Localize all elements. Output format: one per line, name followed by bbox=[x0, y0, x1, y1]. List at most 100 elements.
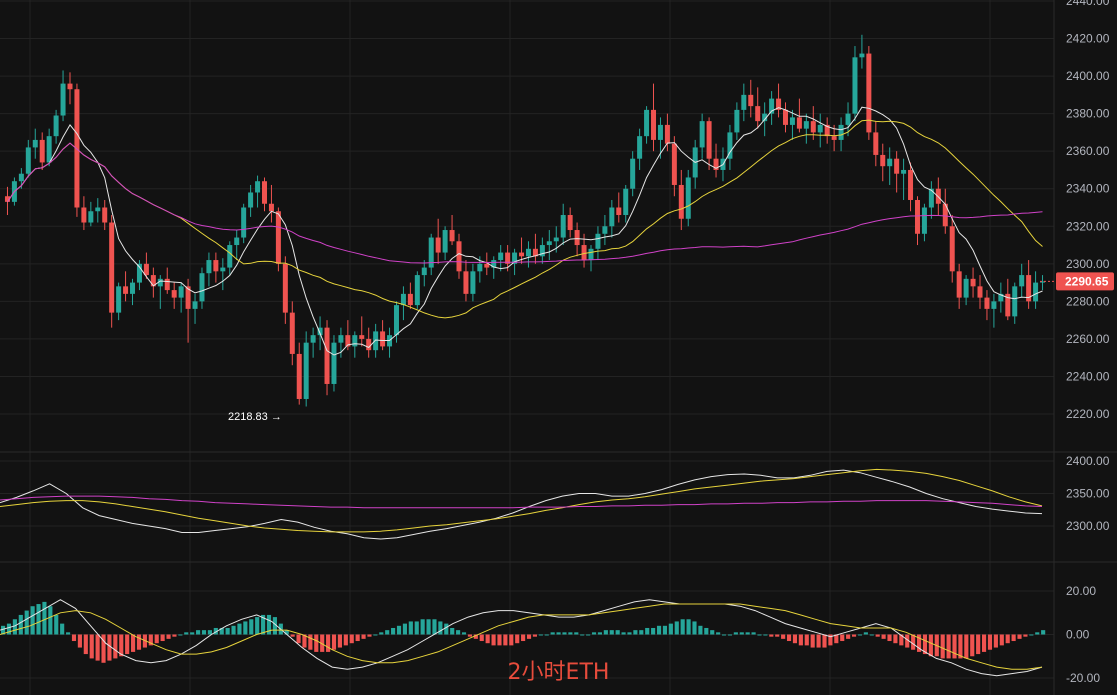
watermark-label: 2小时ETH bbox=[507, 660, 610, 685]
macd-bar-60 bbox=[355, 634, 360, 642]
candle-body-69 bbox=[484, 263, 490, 268]
macd-bar-162 bbox=[958, 634, 963, 659]
candle-body-81 bbox=[567, 215, 573, 231]
candle-body-3 bbox=[25, 147, 31, 174]
macd-bar-84 bbox=[497, 634, 502, 646]
macd-bar-68 bbox=[402, 623, 407, 635]
candle-body-20 bbox=[143, 263, 149, 276]
candle-body-141 bbox=[984, 297, 990, 309]
macd-bar-52 bbox=[308, 634, 313, 650]
current-price-label: 2290.65 bbox=[1065, 274, 1109, 288]
macd-bar-133 bbox=[786, 634, 792, 642]
macd-bar-63 bbox=[373, 634, 378, 636]
macd-bar-109 bbox=[645, 627, 650, 635]
price-tick-label-11: 2220.00 bbox=[1066, 407, 1110, 421]
macd-bar-95 bbox=[562, 632, 567, 635]
macd-bar-54 bbox=[320, 634, 325, 652]
macd-bar-59 bbox=[349, 634, 354, 644]
macd-bar-49 bbox=[290, 634, 295, 637]
candle-body-111 bbox=[776, 98, 782, 110]
candle-body-9 bbox=[67, 83, 73, 90]
macd-bar-51 bbox=[302, 634, 307, 648]
candle-body-110 bbox=[769, 98, 775, 114]
ma-panel-line-2 bbox=[0, 495, 1043, 509]
candle-body-64 bbox=[449, 230, 455, 242]
candle-body-5 bbox=[39, 139, 45, 163]
candle-body-100 bbox=[699, 121, 705, 148]
price-tick-label-8: 2280.00 bbox=[1066, 294, 1110, 308]
candle-body-127 bbox=[887, 158, 893, 167]
candle-body-7 bbox=[53, 115, 59, 137]
macd-panel bbox=[0, 599, 1046, 677]
macd-bar-10 bbox=[60, 623, 65, 635]
candle-body-139 bbox=[970, 278, 976, 287]
candle-body-93 bbox=[651, 109, 657, 140]
candle-body-19 bbox=[136, 263, 142, 283]
macd-bar-33 bbox=[196, 630, 201, 635]
candle-body-144 bbox=[1005, 293, 1011, 317]
current-price-badge bbox=[1056, 272, 1114, 291]
macd-bar-5 bbox=[30, 606, 35, 635]
candle-body-33 bbox=[234, 237, 240, 246]
candle-body-77 bbox=[539, 245, 545, 257]
candle-body-43 bbox=[303, 342, 309, 399]
macd-bar-137 bbox=[810, 634, 815, 648]
candle-body-123 bbox=[859, 53, 865, 58]
candle-body-104 bbox=[727, 132, 733, 159]
low-price-label: 2218.83 → bbox=[228, 411, 282, 423]
macd-bar-27 bbox=[160, 634, 165, 642]
candle-body-125 bbox=[873, 132, 879, 155]
candle-body-124 bbox=[866, 53, 872, 133]
macd-bar-110 bbox=[651, 627, 656, 635]
candle-body-106 bbox=[741, 94, 747, 110]
macd-bar-128 bbox=[757, 634, 762, 636]
macd-bar-65 bbox=[385, 630, 390, 635]
macd-bar-114 bbox=[674, 621, 679, 635]
annotations: 2290.65 2218.83 → bbox=[228, 272, 1114, 423]
macd-bar-91 bbox=[538, 634, 543, 636]
macd-bar-4 bbox=[24, 610, 29, 635]
candle-body-10 bbox=[74, 89, 80, 208]
candle-body-47 bbox=[331, 342, 337, 384]
macd-bar-6 bbox=[36, 604, 41, 635]
candle-body-26 bbox=[185, 286, 191, 309]
macd-bar-129 bbox=[763, 634, 768, 636]
macd-bar-58 bbox=[343, 634, 348, 646]
macd-bar-88 bbox=[521, 634, 526, 642]
macd-bar-9 bbox=[54, 614, 59, 635]
macd-bar-90 bbox=[532, 634, 538, 637]
macd-bar-85 bbox=[503, 634, 508, 646]
macd-bar-108 bbox=[639, 630, 644, 635]
price-axis[interactable]: 2440.00 2420.00 2400.00 2380.00 2360.00 2340.… bbox=[1066, 0, 1110, 685]
candle-body-37 bbox=[261, 181, 268, 204]
price-moving-averages bbox=[7, 106, 1043, 356]
candle-body-28 bbox=[199, 273, 205, 302]
macd-bar-29 bbox=[172, 634, 177, 637]
candle-body-121 bbox=[845, 113, 851, 125]
macd-bar-3 bbox=[18, 614, 23, 635]
macd-bar-113 bbox=[668, 623, 673, 635]
candle-body-122 bbox=[852, 57, 858, 114]
macd-bar-100 bbox=[591, 632, 597, 635]
price-tick-label-9: 2260.00 bbox=[1066, 332, 1110, 346]
candle-body-22 bbox=[157, 278, 163, 287]
macd-bar-81 bbox=[479, 634, 484, 642]
macd-bar-75 bbox=[444, 623, 449, 635]
macd-bar-127 bbox=[751, 632, 756, 635]
candle-body-129 bbox=[901, 169, 907, 174]
macd-bar-121 bbox=[716, 632, 721, 635]
macd-bar-138 bbox=[816, 634, 821, 648]
price-tick-label-4: 2360.00 bbox=[1066, 144, 1110, 158]
candle-body-133 bbox=[928, 188, 934, 208]
candle-body-48 bbox=[338, 335, 344, 343]
macd-bar-69 bbox=[408, 621, 413, 635]
macd-bar-26 bbox=[154, 634, 159, 644]
macd-bar-44 bbox=[261, 614, 266, 635]
candle-body-91 bbox=[637, 136, 643, 159]
macd-bar-166 bbox=[981, 634, 987, 652]
macd-bar-15 bbox=[89, 634, 94, 659]
candle-body-114 bbox=[796, 117, 802, 129]
candle-body-66 bbox=[463, 271, 469, 294]
macd-bar-168 bbox=[993, 634, 998, 648]
